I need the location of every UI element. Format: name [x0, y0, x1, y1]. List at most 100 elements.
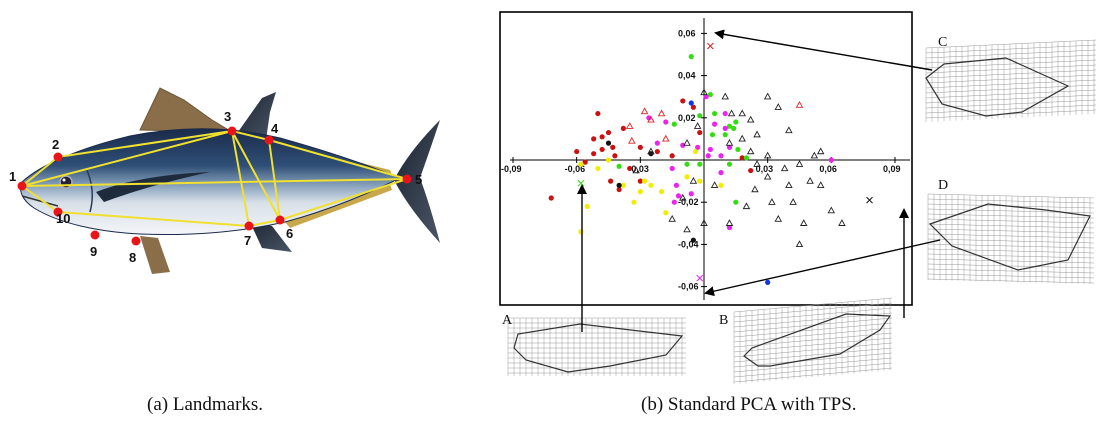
- gill-line: [85, 167, 93, 213]
- data-point-magenta: [722, 110, 728, 117]
- tps-grid-d: [927, 193, 1095, 284]
- data-point-magenta: [828, 157, 834, 163]
- data-point-magenta: [675, 193, 682, 199]
- data-point-triangle-tri_black: [774, 214, 783, 222]
- data-point-green: [697, 113, 703, 119]
- tps-grid-a-outline: [513, 323, 684, 373]
- data-point-red: [680, 98, 686, 104]
- data-point-magenta: [703, 94, 709, 100]
- data-point-yellow: [692, 148, 699, 155]
- data-point-triangle-tri_black: [799, 219, 808, 226]
- data-point-triangle-tri_black: [668, 214, 676, 222]
- data-point-triangle-tri_black: [785, 126, 793, 134]
- data-point-green: [688, 54, 694, 60]
- data-point-magenta: [688, 191, 694, 197]
- arrows: [577, 29, 941, 332]
- data-point-red: [612, 153, 618, 159]
- data-point-triangle-tri_black: [751, 185, 759, 193]
- arrow-d: [704, 239, 941, 297]
- landmark-8: [131, 236, 141, 246]
- data-point-triangle-tri_black: [785, 181, 793, 188]
- data-point-triangle-tri_red: [795, 101, 804, 108]
- tps-grid-b-outline: [743, 313, 892, 367]
- data-point-green: [697, 161, 703, 167]
- data-point-triangle-tri_red: [657, 109, 666, 117]
- data-point-triangle-tri_black: [795, 240, 804, 248]
- data-point-magenta: [712, 121, 718, 127]
- data-point-triangle-tri_black: [763, 151, 772, 159]
- data-point-triangle-tri_black: [780, 164, 789, 172]
- data-point-triangle-tri_black: [816, 147, 825, 155]
- caption-panel-a: (a) Landmarks.: [147, 394, 264, 415]
- data-point-yellow: [663, 210, 669, 216]
- data-point-red: [620, 125, 626, 131]
- grid-label-d: D: [938, 178, 948, 193]
- data-point-red: [637, 144, 643, 150]
- data-point-yellow: [578, 161, 584, 167]
- x-tick-label: -0,03: [628, 164, 649, 174]
- data-point-red: [637, 178, 643, 184]
- caption-panel-b: (b) Standard PCA with TPS.: [641, 394, 857, 415]
- x-tick-label: 0,09: [883, 164, 901, 174]
- arrow-c: [714, 29, 933, 71]
- data-point-red: [697, 129, 703, 136]
- tps-grid-c-lines: [925, 39, 1097, 122]
- fish-eye-highlight: [62, 178, 66, 182]
- pca-plot-frame: [499, 11, 913, 306]
- data-point-triangle-tri_black: [753, 130, 761, 138]
- data-point-green: [735, 146, 741, 153]
- data-point-triangle-tri_black: [816, 181, 825, 188]
- landmark-label-6: 6: [286, 226, 293, 241]
- landmark-label-2: 2: [52, 137, 59, 152]
- tps-grid-d-lines: [927, 193, 1095, 284]
- data-point-triangle-tri_black: [789, 198, 797, 205]
- data-point-yellow: [631, 199, 637, 205]
- data-point-red: [608, 178, 614, 184]
- data-point-magenta: [707, 146, 713, 153]
- data-point-triangle-tri_black: [727, 109, 736, 117]
- data-point-triangle-tri_black: [647, 147, 655, 155]
- data-point-magenta: [654, 140, 660, 146]
- grid-label-b: B: [719, 313, 728, 328]
- ventral-finlets: [285, 184, 392, 228]
- data-point-triangle-tri_black: [774, 103, 783, 110]
- data-point-red: [627, 165, 633, 172]
- data-point-triangle-tri_black: [710, 181, 719, 188]
- data-point-green: [743, 155, 750, 161]
- y-tick-label: -0,02: [678, 197, 699, 207]
- data-point-triangle-tri_black: [795, 160, 804, 167]
- data-point-red: [548, 195, 554, 201]
- data-point-triangle-tri_black: [683, 225, 691, 233]
- landmark-triangulation: [21, 130, 408, 227]
- data-point-triangle-tri_black: [806, 176, 814, 184]
- tps-grid-c-outline: [925, 57, 1070, 117]
- data-point-triangle-tri_black: [763, 172, 772, 180]
- data-point-cross-red: [707, 42, 714, 50]
- data-point-red: [599, 146, 605, 153]
- landmark-1: [17, 181, 27, 191]
- landmark-10: [53, 207, 63, 217]
- data-point-red: [605, 129, 612, 136]
- data-point-yellow: [718, 182, 724, 188]
- x-tick-label: -0,06: [565, 164, 586, 174]
- landmark-label-4: 4: [271, 121, 279, 136]
- data-point-red: [595, 110, 601, 117]
- y-tick-label: 0,02: [678, 113, 696, 123]
- data-point-triangle-tri_black: [700, 219, 708, 226]
- y-tick-label: 0,04: [678, 71, 696, 81]
- data-point-red: [574, 148, 580, 155]
- data-point-magenta: [726, 224, 733, 231]
- landmark-9: [90, 230, 100, 240]
- data-point-triangle-tri_black: [753, 160, 761, 167]
- data-point-cross-magenta: [696, 274, 704, 282]
- landmark-3: [227, 126, 237, 136]
- caudal-fin: [395, 120, 440, 243]
- data-point-triangle-tri_black: [700, 88, 708, 96]
- data-point-red: [591, 151, 597, 157]
- data-point-triangle-tri_black: [746, 147, 755, 155]
- data-point-green: [671, 121, 677, 127]
- data-point-triangle-tri_black: [763, 92, 772, 100]
- data-point-cross-black: [866, 196, 873, 204]
- data-point-yellow: [595, 165, 601, 172]
